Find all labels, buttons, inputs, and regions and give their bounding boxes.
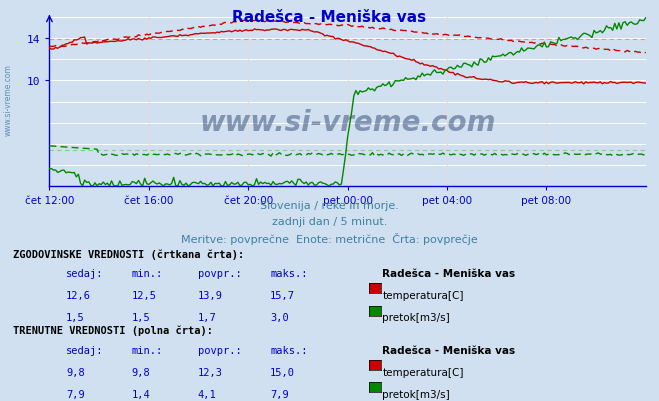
Text: 7,9: 7,9 xyxy=(270,389,289,399)
Text: 15,0: 15,0 xyxy=(270,367,295,377)
Text: Slovenija / reke in morje.: Slovenija / reke in morje. xyxy=(260,200,399,211)
Text: temperatura[C]: temperatura[C] xyxy=(382,367,464,377)
Text: 1,5: 1,5 xyxy=(66,313,84,322)
Text: Radešca - Meniška vas: Radešca - Meniška vas xyxy=(382,344,515,354)
Text: pretok[m3/s]: pretok[m3/s] xyxy=(382,313,450,322)
Text: TRENUTNE VREDNOSTI (polna črta):: TRENUTNE VREDNOSTI (polna črta): xyxy=(13,325,213,335)
Text: 9,8: 9,8 xyxy=(66,367,84,377)
Text: www.si-vreme.com: www.si-vreme.com xyxy=(200,109,496,136)
Text: 13,9: 13,9 xyxy=(198,290,223,300)
Text: Meritve: povprečne  Enote: metrične  Črta: povprečje: Meritve: povprečne Enote: metrične Črta:… xyxy=(181,233,478,245)
Text: 7,9: 7,9 xyxy=(66,389,84,399)
Text: 12,3: 12,3 xyxy=(198,367,223,377)
Text: min.:: min.: xyxy=(132,344,163,354)
Text: ZGODOVINSKE VREDNOSTI (črtkana črta):: ZGODOVINSKE VREDNOSTI (črtkana črta): xyxy=(13,249,244,259)
Text: sedaj:: sedaj: xyxy=(66,269,103,278)
Text: maks.:: maks.: xyxy=(270,344,308,354)
Text: Radešca - Meniška vas: Radešca - Meniška vas xyxy=(382,269,515,278)
Text: www.si-vreme.com: www.si-vreme.com xyxy=(3,65,13,136)
Text: zadnji dan / 5 minut.: zadnji dan / 5 minut. xyxy=(272,217,387,227)
Text: povpr.:: povpr.: xyxy=(198,269,241,278)
Text: pretok[m3/s]: pretok[m3/s] xyxy=(382,389,450,399)
Text: 4,1: 4,1 xyxy=(198,389,216,399)
Text: 1,5: 1,5 xyxy=(132,313,150,322)
Text: 12,5: 12,5 xyxy=(132,290,157,300)
Text: 9,8: 9,8 xyxy=(132,367,150,377)
Text: 3,0: 3,0 xyxy=(270,313,289,322)
Text: 1,7: 1,7 xyxy=(198,313,216,322)
Text: maks.:: maks.: xyxy=(270,269,308,278)
Text: Radešca - Meniška vas: Radešca - Meniška vas xyxy=(233,10,426,25)
Text: 1,4: 1,4 xyxy=(132,389,150,399)
Text: temperatura[C]: temperatura[C] xyxy=(382,290,464,300)
Text: sedaj:: sedaj: xyxy=(66,344,103,354)
Text: povpr.:: povpr.: xyxy=(198,344,241,354)
Text: min.:: min.: xyxy=(132,269,163,278)
Text: 15,7: 15,7 xyxy=(270,290,295,300)
Text: 12,6: 12,6 xyxy=(66,290,91,300)
